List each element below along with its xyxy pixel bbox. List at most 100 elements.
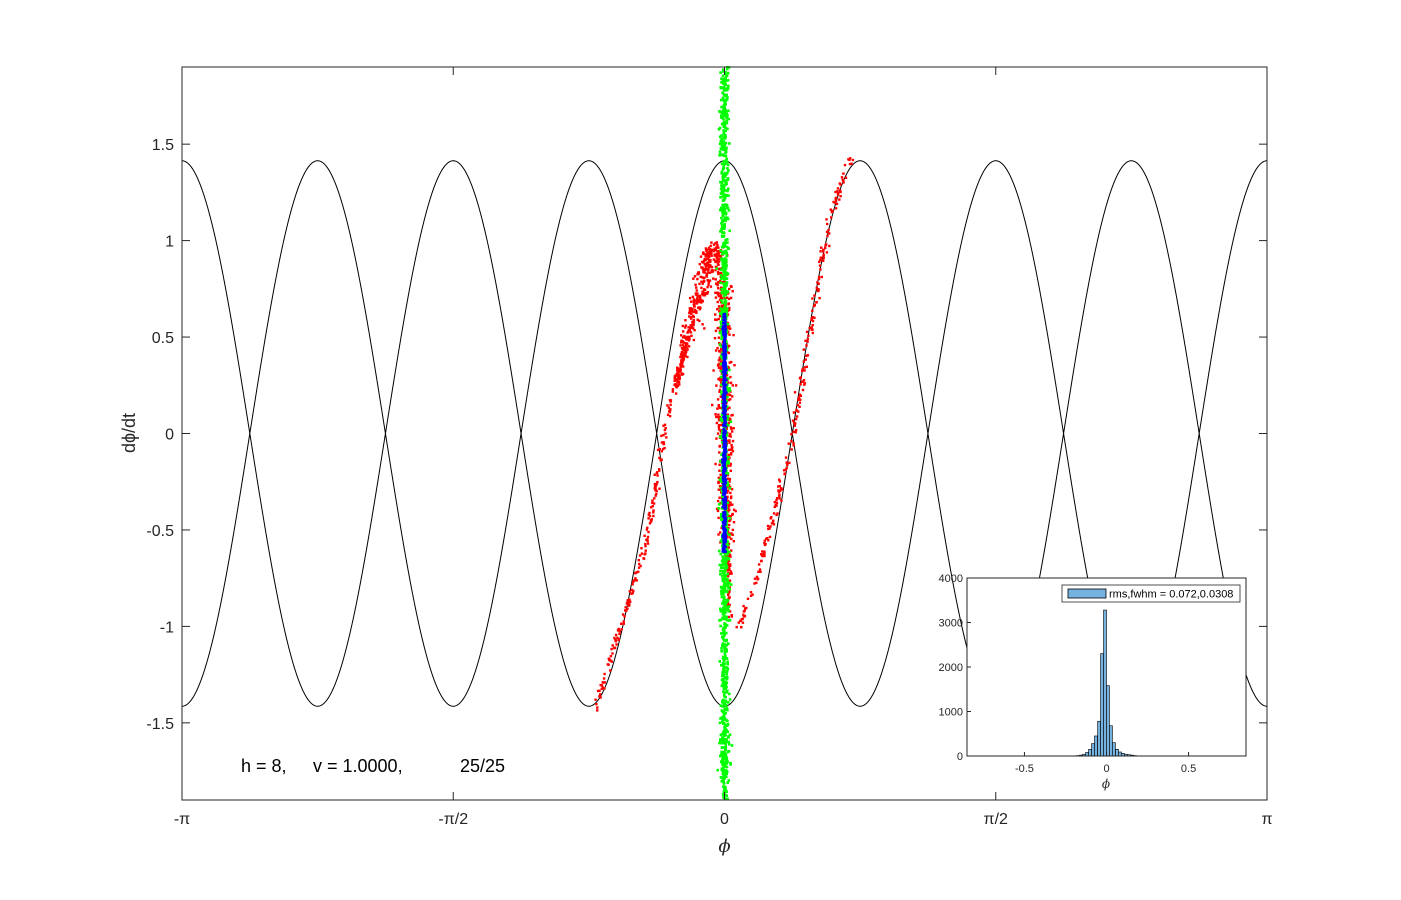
red-particle [699, 298, 702, 301]
red-particle [730, 360, 733, 364]
red-particle [717, 366, 721, 369]
red-particle [654, 494, 657, 497]
red-particle [655, 472, 658, 475]
red-particle [719, 473, 722, 477]
green-particle [727, 642, 730, 645]
red-particle [728, 508, 731, 511]
red-particle [694, 292, 697, 295]
blue-particle [722, 313, 726, 316]
red-particle [719, 367, 723, 370]
red-particle [714, 313, 717, 316]
green-particle [720, 345, 723, 348]
red-particle [715, 241, 718, 244]
green-particle [722, 284, 726, 287]
red-particle [688, 296, 692, 300]
red-particle [742, 604, 745, 608]
red-particle [705, 275, 709, 278]
red-particle [716, 300, 719, 304]
red-particle [675, 373, 679, 376]
red-particle [732, 508, 736, 511]
red-particle [836, 190, 839, 193]
red-particle [822, 248, 825, 251]
red-particle [716, 257, 719, 260]
green-particle [724, 509, 727, 512]
green-particle [721, 588, 725, 592]
red-particle [695, 289, 698, 292]
blue-particle [723, 431, 727, 434]
red-particle [712, 249, 715, 252]
red-particle [726, 495, 729, 498]
green-particle [720, 153, 724, 157]
green-particle [722, 757, 725, 761]
red-particle [755, 575, 759, 579]
red-particle [701, 267, 705, 271]
red-particle [790, 439, 793, 443]
green-particle [724, 99, 728, 102]
green-particle [720, 559, 724, 563]
green-particle [726, 577, 729, 581]
green-particle [722, 667, 726, 671]
red-particle [727, 514, 730, 517]
red-particle [715, 246, 718, 249]
x-tick-label: π [1261, 811, 1272, 828]
green-particle [721, 657, 725, 660]
green-particle [725, 264, 728, 268]
blue-particle [723, 531, 727, 534]
red-particle [728, 441, 731, 444]
green-particle [721, 311, 725, 314]
inset-y-tick-label: 4000 [939, 573, 963, 585]
red-particle [596, 709, 599, 712]
y-tick-label: -0.5 [146, 523, 174, 540]
blue-particle [722, 315, 725, 319]
green-particle [723, 708, 726, 711]
red-particle [727, 597, 730, 601]
red-particle [726, 603, 730, 607]
blue-particle [722, 380, 726, 383]
blue-particle [721, 547, 725, 551]
green-particle [724, 568, 727, 571]
green-particle [721, 759, 725, 763]
red-particle [602, 677, 606, 680]
green-particle [722, 291, 726, 294]
red-particle [771, 520, 775, 523]
red-particle [716, 364, 720, 367]
red-particle [639, 564, 642, 568]
green-particle [725, 284, 728, 287]
red-particle [740, 625, 743, 629]
blue-particle [723, 368, 727, 371]
green-particle [723, 267, 726, 271]
red-particle [777, 490, 781, 494]
red-particle [709, 244, 712, 248]
red-particle [791, 419, 795, 422]
green-particle [727, 462, 730, 465]
blue-particle [722, 424, 726, 427]
y-tick-label: -1 [160, 619, 174, 636]
green-particle [725, 638, 728, 642]
red-particle [714, 268, 717, 272]
green-particle [726, 177, 730, 180]
red-particle [786, 463, 789, 466]
red-particle [718, 390, 721, 393]
red-particle [815, 286, 818, 289]
red-particle [780, 487, 783, 490]
green-particle [725, 657, 729, 660]
inset-legend[interactable]: rms,fwhm = 0.072,0.0308 [1061, 584, 1241, 603]
green-particle [721, 148, 724, 151]
green-particle [719, 230, 722, 233]
red-particle [708, 266, 711, 269]
green-particle [725, 729, 728, 732]
red-particle [687, 330, 690, 333]
green-particle [727, 456, 730, 459]
green-particle [722, 717, 725, 720]
green-particle [723, 649, 727, 652]
red-particle [699, 296, 702, 299]
red-particle [819, 256, 822, 259]
red-particle [710, 254, 713, 258]
red-particle [654, 489, 657, 492]
red-particle [708, 251, 711, 254]
green-particle [719, 776, 723, 779]
red-particle [793, 391, 797, 394]
red-particle [685, 342, 689, 346]
red-particle [820, 246, 823, 249]
blue-particle [722, 545, 726, 548]
